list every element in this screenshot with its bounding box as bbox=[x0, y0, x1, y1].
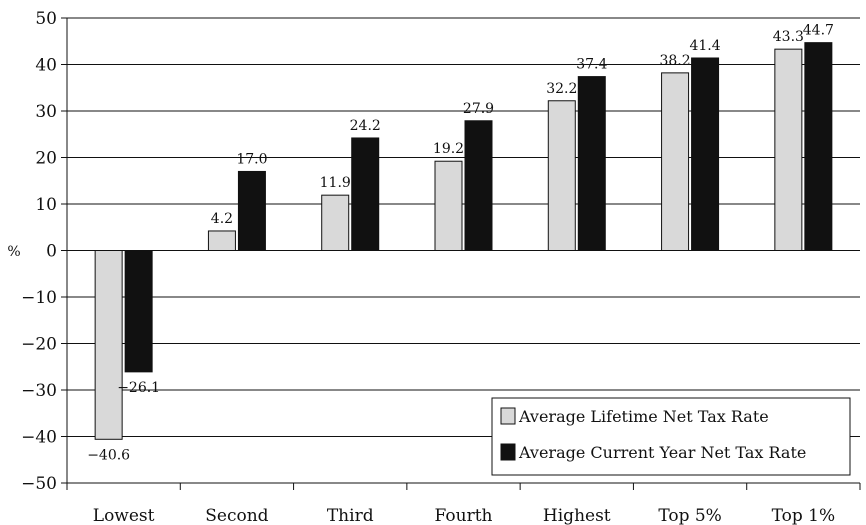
data-label: 41.4 bbox=[689, 38, 720, 54]
y-tick-label: 50 bbox=[35, 9, 57, 29]
data-label: 38.2 bbox=[659, 53, 690, 69]
bar-lifetime bbox=[207, 230, 236, 252]
data-label: 32.2 bbox=[546, 81, 577, 97]
bar-lifetime bbox=[434, 160, 463, 251]
bar-lifetime bbox=[94, 250, 123, 440]
bar-lifetime bbox=[774, 48, 803, 251]
bar-lifetime bbox=[547, 100, 576, 251]
y-tick-label: −20 bbox=[21, 335, 57, 355]
y-tick-label: −50 bbox=[21, 474, 57, 494]
data-label: 24.2 bbox=[350, 118, 381, 134]
bar-current-year bbox=[124, 250, 153, 373]
legend-label-current: Average Current Year Net Tax Rate bbox=[518, 443, 806, 462]
y-tick-label: −40 bbox=[21, 428, 57, 448]
legend-label-lifetime: Average Lifetime Net Tax Rate bbox=[518, 407, 769, 426]
data-label: 44.7 bbox=[803, 23, 834, 39]
bar-current-year bbox=[237, 170, 266, 251]
bar-current-year bbox=[804, 42, 833, 251]
data-label: 19.2 bbox=[433, 141, 464, 157]
bars bbox=[94, 42, 833, 440]
y-tick-label: 30 bbox=[35, 102, 57, 122]
legend: Average Lifetime Net Tax Rate Average Cu… bbox=[491, 397, 851, 476]
legend-box bbox=[491, 397, 851, 476]
axes bbox=[61, 17, 861, 490]
bar-current-year bbox=[464, 120, 493, 251]
data-label: 43.3 bbox=[773, 29, 804, 45]
data-label: 11.9 bbox=[320, 175, 351, 191]
category-label: Highest bbox=[543, 506, 611, 525]
data-label: 4.2 bbox=[211, 211, 233, 227]
bar-current-year bbox=[577, 76, 606, 251]
data-label: −40.6 bbox=[87, 447, 130, 463]
y-tick-label: −10 bbox=[21, 288, 57, 308]
legend-swatch-current bbox=[500, 443, 516, 461]
category-label: Fourth bbox=[435, 506, 493, 525]
data-label: −26.1 bbox=[117, 380, 160, 396]
bar-lifetime bbox=[661, 72, 690, 252]
data-label: 27.9 bbox=[463, 101, 494, 117]
legend-swatch-lifetime bbox=[500, 407, 516, 425]
y-tick-label: −30 bbox=[21, 381, 57, 401]
bar-lifetime bbox=[321, 194, 350, 251]
data-label: 37.4 bbox=[576, 57, 607, 73]
y-tick-label: 10 bbox=[35, 195, 57, 215]
y-tick-label: 40 bbox=[35, 56, 57, 76]
bar-current-year bbox=[351, 137, 380, 251]
bar-current-year bbox=[691, 57, 720, 251]
category-label: Lowest bbox=[93, 506, 155, 525]
y-tick-label: 0 bbox=[46, 242, 57, 262]
data-label: 17.0 bbox=[236, 151, 267, 167]
category-label: Third bbox=[327, 506, 374, 525]
category-label: Second bbox=[205, 506, 268, 525]
y-axis-label: % bbox=[7, 244, 20, 260]
y-tick-label: 20 bbox=[35, 149, 57, 169]
category-label: Top 1% bbox=[772, 506, 836, 525]
labels: 50 40 30 20 10 0 −10 −20 −30 −40 −50 Lowest Second Th… bbox=[21, 9, 835, 525]
category-label: Top 5% bbox=[658, 506, 722, 525]
